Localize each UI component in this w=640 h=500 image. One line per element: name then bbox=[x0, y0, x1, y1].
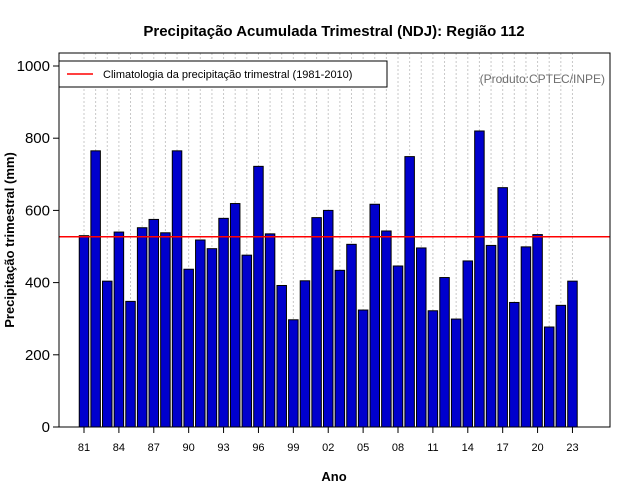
bar-95 bbox=[241, 254, 253, 428]
bar-87 bbox=[148, 218, 160, 428]
xtick-label-17: 17 bbox=[497, 442, 509, 454]
y-axis: 0 200 400 600 800 1000 bbox=[17, 58, 59, 436]
bar-17 bbox=[497, 187, 508, 428]
bar-09 bbox=[404, 156, 415, 428]
bar-97 bbox=[264, 233, 276, 428]
xtick-label-99: 99 bbox=[287, 442, 299, 454]
bar-13 bbox=[450, 318, 462, 428]
ytick-label-400: 400 bbox=[25, 275, 50, 292]
y-axis-label: Precipitação trimestral (mm) bbox=[2, 152, 17, 328]
bar-06 bbox=[369, 203, 380, 428]
legend: Climatologia da precipitação trimestral … bbox=[58, 60, 388, 88]
bar-89 bbox=[171, 150, 183, 428]
bar-86 bbox=[136, 227, 148, 428]
bar-85 bbox=[125, 300, 136, 428]
x-axis-label: Ano bbox=[321, 469, 346, 484]
xtick-label-11: 11 bbox=[427, 442, 438, 454]
xtick-label-14: 14 bbox=[462, 442, 474, 454]
bar-82 bbox=[90, 150, 101, 428]
legend-box bbox=[58, 60, 388, 88]
bar-20 bbox=[532, 234, 543, 428]
bar-10 bbox=[416, 247, 427, 428]
ytick-label-600: 600 bbox=[25, 202, 50, 219]
bar-22 bbox=[555, 304, 567, 428]
xtick-label-20: 20 bbox=[531, 442, 543, 454]
bar-96 bbox=[253, 165, 264, 428]
bar-83 bbox=[102, 280, 113, 428]
bar-91 bbox=[195, 239, 206, 428]
bar-23 bbox=[567, 280, 578, 428]
bar-12 bbox=[439, 277, 450, 428]
xtick-label-96: 96 bbox=[252, 442, 264, 454]
bar-98 bbox=[276, 284, 287, 428]
bar-90 bbox=[183, 268, 194, 428]
bar-93 bbox=[218, 217, 229, 428]
bar-03 bbox=[334, 269, 346, 428]
xtick-label-05: 05 bbox=[357, 442, 369, 454]
ytick-label-1000: 1000 bbox=[17, 58, 50, 75]
xtick-label-84: 84 bbox=[113, 442, 125, 454]
bar-88 bbox=[160, 232, 171, 428]
bar-00 bbox=[299, 280, 311, 428]
bar-81 bbox=[78, 235, 90, 428]
credit-label: (Produto:CPTEC/INPE) bbox=[480, 72, 605, 86]
bar-01 bbox=[311, 217, 322, 428]
bar-19 bbox=[520, 246, 532, 428]
bars bbox=[78, 130, 578, 428]
bar-14 bbox=[462, 260, 474, 428]
xtick-label-02: 02 bbox=[322, 442, 334, 454]
x-axis: 81 84 87 90 93 96 99 02 05 08 11 14 17 20 23 bbox=[78, 427, 579, 454]
bar-11 bbox=[427, 310, 439, 428]
ytick-label-0: 0 bbox=[42, 419, 50, 436]
xtick-label-81: 81 bbox=[78, 442, 90, 454]
bar-15 bbox=[474, 130, 485, 428]
bar-07 bbox=[381, 230, 392, 428]
xtick-label-08: 08 bbox=[392, 442, 404, 454]
bar-16 bbox=[485, 244, 497, 428]
xtick-label-87: 87 bbox=[148, 442, 160, 454]
xtick-label-23: 23 bbox=[566, 442, 578, 454]
bar-21 bbox=[543, 326, 555, 428]
bar-92 bbox=[206, 248, 218, 428]
legend-label: Climatologia da precipitação trimestral … bbox=[103, 69, 352, 81]
chart-title: Precipitação Acumulada Trimestral (NDJ):… bbox=[143, 23, 524, 40]
bar-18 bbox=[509, 301, 520, 428]
ytick-label-200: 200 bbox=[25, 347, 50, 364]
bar-08 bbox=[392, 265, 404, 428]
plot-frame bbox=[58, 52, 611, 428]
xtick-label-93: 93 bbox=[217, 442, 229, 454]
bar-02 bbox=[322, 209, 334, 428]
bar-99 bbox=[288, 319, 299, 428]
bar-05 bbox=[357, 309, 369, 428]
xtick-label-90: 90 bbox=[183, 442, 195, 454]
ytick-label-800: 800 bbox=[25, 130, 50, 147]
bar-84 bbox=[113, 231, 125, 428]
bar-04 bbox=[346, 243, 357, 428]
